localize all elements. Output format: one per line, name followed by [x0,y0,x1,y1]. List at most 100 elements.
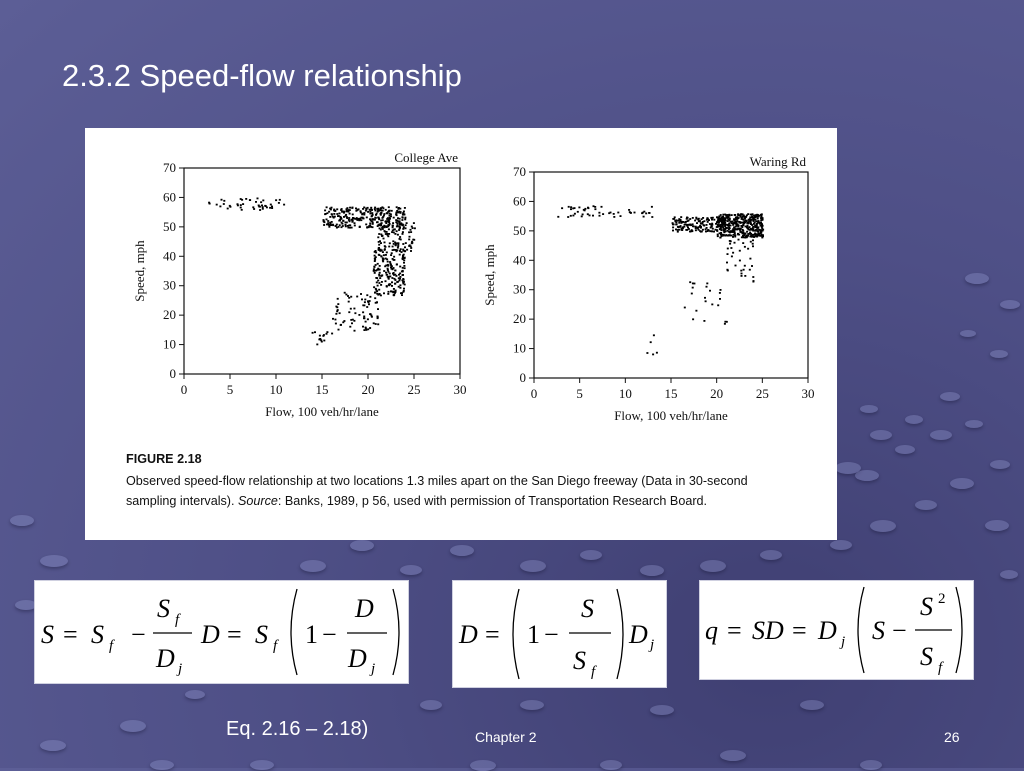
data-point [402,249,405,252]
data-point [402,248,405,251]
data-point [583,209,586,212]
data-point [385,231,388,233]
data-point [752,225,755,228]
data-point [598,214,601,217]
data-point [380,255,383,258]
data-point [376,301,378,304]
data-point [740,269,743,272]
data-point [394,241,397,244]
data-point [408,244,411,247]
data-point [389,262,392,265]
data-point [699,230,702,232]
background-bubble [870,520,896,532]
data-point [734,264,737,267]
data-point [222,203,225,205]
data-point [343,211,345,214]
background-bubble [960,330,976,337]
data-point [592,205,595,208]
data-point [331,223,334,226]
data-point [255,201,257,203]
data-point [725,320,728,323]
data-point [726,261,728,264]
data-point [743,220,746,223]
data-point [392,288,395,290]
data-point [392,291,395,294]
background-bubble [985,520,1009,531]
data-point [338,219,341,222]
data-point [703,320,706,322]
data-point [716,216,719,219]
data-point [362,325,364,328]
data-point [756,217,759,220]
background-bubble [700,560,726,572]
data-point [385,271,387,274]
data-point [347,226,350,229]
data-point [327,222,330,224]
data-point [342,219,345,222]
data-point [355,207,357,210]
data-point [386,263,389,266]
data-point [391,249,394,251]
svg-text:S: S [920,642,933,671]
x-tick-label: 5 [576,386,583,401]
data-point [734,234,737,236]
background-bubble [830,540,852,550]
data-point [413,227,416,230]
data-point [385,222,388,224]
data-point [711,222,714,225]
data-point [314,331,316,334]
data-point [353,329,356,332]
data-point [747,227,750,230]
data-point [717,219,719,222]
svg-text:=: = [792,616,807,645]
data-point [339,324,342,326]
data-point [381,209,384,212]
data-point [398,253,401,256]
data-point [687,228,690,230]
data-point [336,213,339,215]
data-point [388,275,391,278]
data-point [340,226,343,229]
y-tick-label: 0 [170,366,177,381]
data-point [325,206,328,209]
data-point [718,232,721,235]
data-point [402,290,405,293]
data-point [700,222,702,225]
data-point [363,304,366,307]
data-point [399,277,401,280]
chart-title: Waring Rd [750,154,807,169]
data-point [381,217,384,219]
data-point [719,214,722,216]
data-point [337,215,339,217]
data-point [756,230,759,233]
data-point [373,272,376,274]
data-point [369,295,372,298]
data-point [736,216,739,218]
data-point [702,217,705,219]
data-point [355,217,358,219]
data-point [713,230,715,233]
data-point [737,213,740,216]
data-point [738,221,741,223]
footer-chapter: Chapter 2 [475,729,537,745]
data-point [351,219,354,222]
data-point [377,308,379,310]
background-bubble [650,705,674,715]
data-point [348,296,351,299]
svg-text:−: − [131,620,146,649]
data-point [388,224,391,226]
data-point [371,212,374,214]
data-point [343,216,345,218]
data-point [700,225,702,228]
data-point [395,221,398,224]
data-point [336,297,339,300]
svg-text:D: D [817,616,837,645]
data-point [374,301,377,304]
data-point [239,206,242,209]
data-point [328,210,331,213]
data-point [718,215,721,218]
data-point [650,205,653,208]
background-bubble [905,415,923,424]
data-point [737,225,740,228]
data-point [410,231,413,233]
